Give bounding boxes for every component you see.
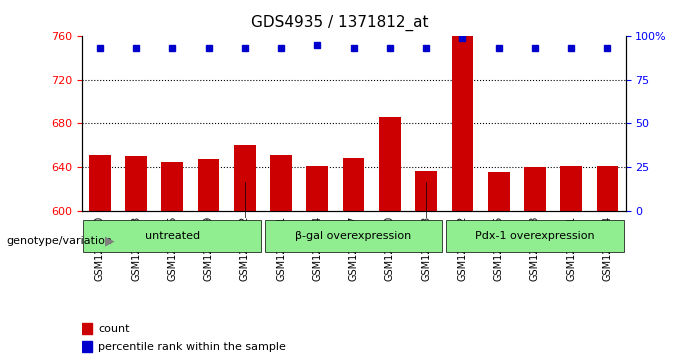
Bar xyxy=(379,117,401,211)
FancyBboxPatch shape xyxy=(446,220,624,252)
Text: genotype/variation: genotype/variation xyxy=(7,236,113,246)
Bar xyxy=(89,155,111,211)
Bar xyxy=(415,171,437,211)
Bar xyxy=(524,167,546,211)
Text: percentile rank within the sample: percentile rank within the sample xyxy=(98,342,286,352)
Bar xyxy=(82,323,92,334)
Bar xyxy=(307,166,328,211)
Text: GDS4935 / 1371812_at: GDS4935 / 1371812_at xyxy=(251,15,429,31)
Text: Pdx-1 overexpression: Pdx-1 overexpression xyxy=(475,231,595,241)
FancyBboxPatch shape xyxy=(265,220,443,252)
Bar xyxy=(125,156,147,211)
Bar xyxy=(161,162,183,211)
Bar xyxy=(82,341,92,352)
Bar xyxy=(270,155,292,211)
Text: β-gal overexpression: β-gal overexpression xyxy=(296,231,411,241)
Bar xyxy=(596,166,618,211)
Bar xyxy=(198,159,220,211)
Bar xyxy=(560,166,582,211)
Text: count: count xyxy=(98,323,129,334)
Text: untreated: untreated xyxy=(145,231,200,241)
Text: ▶: ▶ xyxy=(105,235,115,248)
Bar xyxy=(343,158,364,211)
Bar xyxy=(234,145,256,211)
FancyBboxPatch shape xyxy=(84,220,261,252)
Bar xyxy=(452,36,473,211)
Bar xyxy=(488,172,509,211)
